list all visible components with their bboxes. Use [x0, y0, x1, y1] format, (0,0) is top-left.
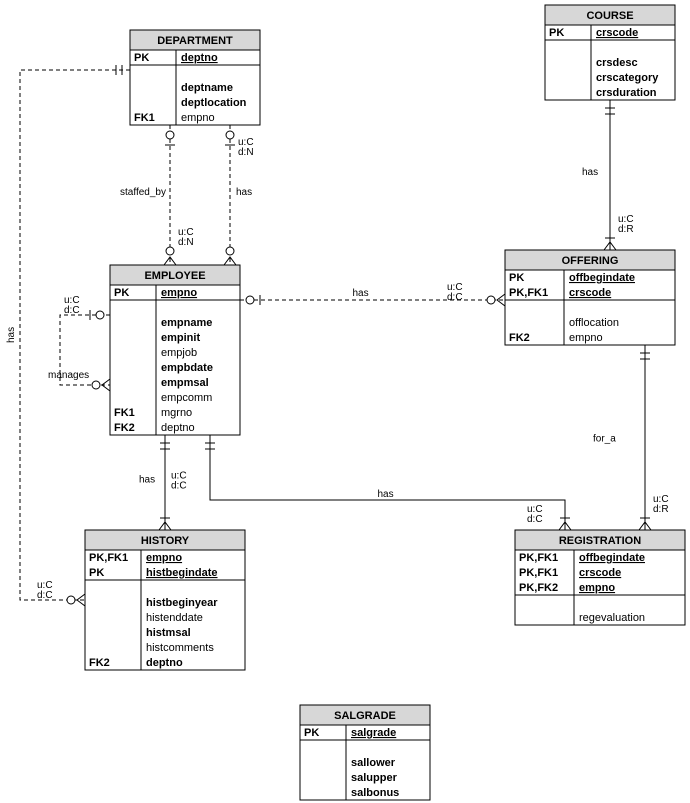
registration-attr-0: offbegindate: [579, 552, 645, 564]
registration-attr-2: empno: [579, 582, 615, 594]
history-attr-3: histbeginyear: [146, 597, 218, 609]
course-attr-0: crscode: [596, 27, 638, 39]
svg-text:d:N: d:N: [178, 237, 194, 248]
salgrade-attr-3: salupper: [351, 772, 398, 784]
offering-key-1: PK,FK1: [509, 287, 548, 299]
history-attr-5: histmsal: [146, 627, 191, 639]
course-attr-3: crscategory: [596, 72, 659, 84]
offering-attr-3: offlocation: [569, 317, 619, 329]
history-key-1: PK: [89, 567, 104, 579]
registration-key-1: PK,FK1: [519, 567, 558, 579]
department-attr-4: empno: [181, 112, 215, 124]
svg-text:d:C: d:C: [527, 514, 543, 525]
er-diagram: DEPARTMENT PK deptno deptname deptlocation FK…: [0, 0, 690, 803]
history-key-7: FK2: [89, 657, 110, 669]
registration-attr-4: regevaluation: [579, 612, 645, 624]
offering-attr-4: empno: [569, 332, 603, 344]
course-attr-4: crsduration: [596, 87, 657, 99]
lbl-has-5: has: [139, 475, 155, 486]
registration-key-0: PK,FK1: [519, 552, 558, 564]
lbl-has-2: has: [353, 288, 369, 299]
department-key-4: FK1: [134, 112, 155, 124]
course-attr-2: crsdesc: [596, 57, 638, 69]
course-key-0: PK: [549, 27, 564, 39]
registration-attr-1: crscode: [579, 567, 621, 579]
lbl-manages: manages: [48, 370, 89, 381]
employee-attr-6: empmsal: [161, 377, 209, 389]
employee-key-0: PK: [114, 287, 129, 299]
employee-key-9: FK2: [114, 422, 135, 434]
salgrade-attr-2: sallower: [351, 757, 396, 769]
history-attr-4: histenddate: [146, 612, 203, 624]
history-attr-0: empno: [146, 552, 182, 564]
offering-title: OFFERING: [562, 255, 619, 267]
employee-attr-8: mgrno: [161, 407, 192, 419]
offering-key-0: PK: [509, 272, 524, 284]
lbl-for-a: for_a: [593, 434, 616, 445]
salgrade-attr-0: salgrade: [351, 727, 396, 739]
svg-text:d:C: d:C: [64, 305, 80, 316]
registration-title: REGISTRATION: [559, 535, 641, 547]
history-attr-6: histcomments: [146, 642, 214, 654]
employee-attr-7: empcomm: [161, 392, 212, 404]
offering-attr-0: offbegindate: [569, 272, 635, 284]
employee-attr-5: empbdate: [161, 362, 213, 374]
history-attr-7: deptno: [146, 657, 183, 669]
offering-attr-1: crscode: [569, 287, 611, 299]
department-key-0: PK: [134, 52, 149, 64]
salgrade-title: SALGRADE: [334, 710, 396, 722]
svg-text:d:C: d:C: [37, 590, 53, 601]
svg-text:d:R: d:R: [653, 504, 669, 515]
history-title: HISTORY: [141, 535, 190, 547]
employee-attr-2: empname: [161, 317, 212, 329]
employee-attr-3: empinit: [161, 332, 200, 344]
lbl-staffed-by: staffed_by: [120, 187, 166, 198]
svg-text:d:R: d:R: [618, 224, 634, 235]
employee-title: EMPLOYEE: [144, 270, 205, 282]
lbl-has-6: has: [378, 489, 394, 500]
employee-attr-4: empjob: [161, 347, 197, 359]
history-key-0: PK,FK1: [89, 552, 128, 564]
lbl-has-1: has: [582, 167, 598, 178]
offering-key-4: FK2: [509, 332, 530, 344]
svg-text:d:N: d:N: [238, 147, 254, 158]
department-title: DEPARTMENT: [157, 35, 233, 47]
svg-text:d:C: d:C: [171, 481, 187, 492]
svg-text:d:C: d:C: [447, 292, 463, 303]
salgrade-attr-4: salbonus: [351, 787, 399, 799]
lbl-has-4: has: [6, 327, 17, 343]
employee-attr-0: empno: [161, 287, 197, 299]
department-attr-3: deptlocation: [181, 97, 247, 109]
employee-attr-9: deptno: [161, 422, 195, 434]
history-attr-1: histbegindate: [146, 567, 218, 579]
department-attr-2: deptname: [181, 82, 233, 94]
lbl-has-3: has: [236, 187, 252, 198]
employee-key-8: FK1: [114, 407, 135, 419]
salgrade-key-0: PK: [304, 727, 319, 739]
registration-key-2: PK,FK2: [519, 582, 558, 594]
course-title: COURSE: [586, 10, 633, 22]
department-attr-0: deptno: [181, 52, 218, 64]
rel-emp-registration: [210, 435, 565, 530]
